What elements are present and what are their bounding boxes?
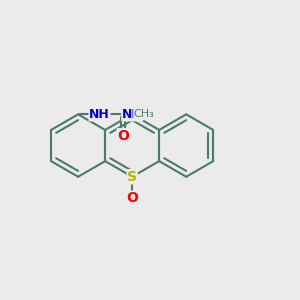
Text: O: O [126, 191, 138, 205]
Text: CH₃: CH₃ [134, 109, 154, 119]
Text: NH: NH [122, 108, 142, 121]
Text: S: S [127, 170, 137, 184]
Text: NH: NH [89, 108, 110, 121]
Text: O: O [117, 129, 129, 143]
